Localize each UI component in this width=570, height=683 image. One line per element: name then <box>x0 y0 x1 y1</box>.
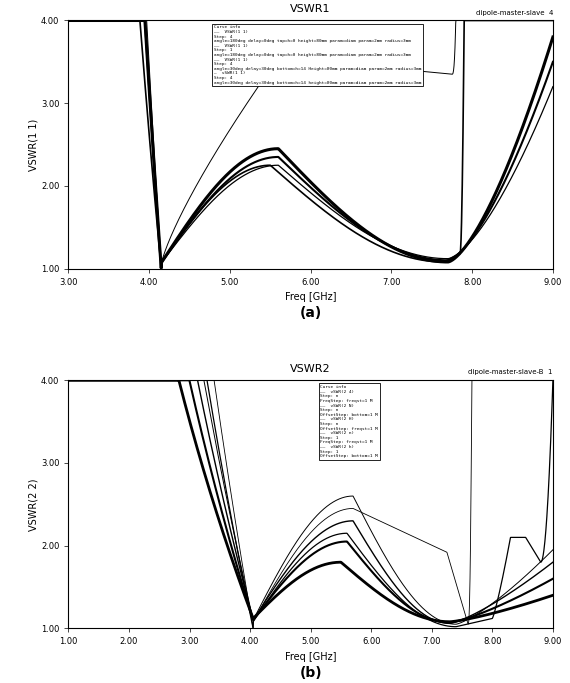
Text: (a): (a) <box>299 306 322 320</box>
Title: VSWR2: VSWR2 <box>290 364 331 374</box>
Text: Curve info
——  vSWR(2 4)
Step: n
FreqStep: freqst=1 M
——  vSWR(2 N)
Step: n
Offs: Curve info —— vSWR(2 4) Step: n FreqStep… <box>320 385 378 458</box>
Y-axis label: VSWR(2 2): VSWR(2 2) <box>28 478 38 531</box>
Text: (b): (b) <box>299 665 322 680</box>
X-axis label: Freq [GHz]: Freq [GHz] <box>285 292 336 302</box>
Text: dipole-master-slave-B  1: dipole-master-slave-B 1 <box>469 370 553 375</box>
Text: dipole-master-slave  4: dipole-master-slave 4 <box>475 10 553 16</box>
Title: VSWR1: VSWR1 <box>290 4 331 14</box>
Y-axis label: VSWR(1 1): VSWR(1 1) <box>28 118 38 171</box>
Text: Curve info
——  VSWR(1 1)
Step: 4
angle=180deg delay=0deg tap=h=0 height=80mm par: Curve info —— VSWR(1 1) Step: 4 angle=18… <box>214 25 421 85</box>
X-axis label: Freq [GHz]: Freq [GHz] <box>285 652 336 662</box>
